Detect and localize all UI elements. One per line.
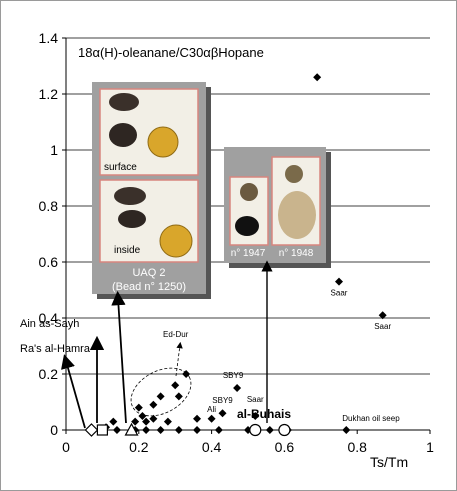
data-point [142, 426, 151, 434]
data-point [131, 417, 140, 426]
data-point [249, 423, 262, 437]
stone-fragment-icon [109, 93, 139, 111]
data-points [84, 73, 387, 437]
y-tick-label: 0.8 [39, 198, 59, 214]
photo-label-bead: (Bead n° 1250) [112, 281, 186, 293]
annotation-ain-as-sayh: Ain as-Sayh [20, 318, 79, 330]
data-point-label: Saar [247, 395, 264, 404]
data-point [149, 400, 158, 409]
annotation-ras-al-hamra: Ra's al-Hamra [20, 343, 91, 355]
data-point [265, 426, 274, 434]
data-point-label: SBY9 [223, 371, 244, 380]
stone-fragment-icon [118, 210, 146, 228]
data-point [218, 409, 227, 418]
sample-icon [240, 183, 258, 201]
data-point [156, 392, 165, 401]
data-point [124, 422, 139, 436]
data-point [163, 417, 172, 426]
data-point [142, 417, 151, 426]
data-point [378, 311, 387, 320]
photo-panel-1947-1948: n° 1947 n° 1948 [224, 147, 331, 268]
data-point-label: Dukhan oil seep [342, 414, 400, 423]
x-tick-label: 0.8 [347, 439, 367, 455]
sample-icon [235, 216, 259, 236]
photo-caption-surface: surface [104, 162, 137, 173]
data-point [134, 403, 143, 412]
data-point-labels: Saar Saar SBY9 SBY9 Saar Ali Dukhan oil seep [207, 289, 400, 423]
x-tick-label: 0.6 [275, 439, 295, 455]
data-point [335, 277, 343, 286]
annotation-al-buhais: al-Buhais [237, 407, 291, 421]
data-point [251, 412, 260, 420]
uaq2-arrow [111, 290, 127, 424]
annotation-ed-dur: Ed-Dur [163, 330, 189, 339]
y-tick-label: 1.2 [39, 86, 59, 102]
data-point [207, 414, 216, 423]
data-point [214, 426, 223, 434]
x-tick-label: 1 [426, 439, 434, 455]
photo-label-1947: n° 1947 [231, 248, 266, 259]
data-point-label: Saar [374, 322, 391, 331]
chart-title: 18α(H)-oleanane/C30αβHopane [78, 45, 264, 60]
data-point [193, 414, 202, 423]
data-point [138, 412, 147, 420]
x-tick-label: 0.2 [129, 439, 149, 455]
photo-caption-inside: inside [114, 245, 141, 256]
photo-label-1948: n° 1948 [279, 248, 314, 259]
ras-al-hamra-arrow [61, 354, 86, 429]
y-tick-label: 1 [50, 142, 58, 158]
data-point [171, 381, 180, 390]
y-tick-label: 0 [50, 422, 58, 438]
x-tick-label: 0 [62, 439, 70, 455]
data-point-label: SBY9 [212, 396, 233, 405]
ed-dur-arrow [175, 341, 183, 377]
y-tick-label: 0.6 [39, 254, 59, 270]
y-tick-labels: 0 0.2 0.4 0.6 0.8 1 1.2 1.4 [39, 30, 59, 438]
coin-icon [159, 224, 193, 258]
data-point [313, 73, 322, 82]
y-tick-label: 0.2 [39, 366, 59, 382]
data-point [174, 426, 183, 434]
data-point [149, 414, 158, 423]
stone-fragment-icon [114, 187, 146, 205]
data-point [174, 392, 183, 401]
data-point-label: Saar [331, 289, 348, 298]
ed-dur-cluster-outline [130, 367, 192, 417]
coin-icon [147, 126, 179, 158]
photo-panel-uaq2: surface inside UAQ 2 (Bead n° 1250) [92, 82, 211, 299]
y-tick-label: 0.4 [39, 310, 59, 326]
x-tick-labels: 0 0.2 0.4 0.6 0.8 1 [62, 439, 434, 455]
data-point [84, 423, 99, 437]
data-point-label: Ali [207, 405, 216, 414]
sample-icon [278, 191, 316, 239]
data-point [193, 426, 202, 434]
data-point [182, 370, 191, 378]
photo-label-uaq2: UAQ 2 [132, 267, 165, 279]
data-point [112, 426, 121, 434]
stone-fragment-icon [109, 123, 137, 147]
data-point [342, 426, 351, 434]
x-axis-label: Ts/Tm [370, 454, 408, 470]
data-point [109, 417, 118, 426]
data-point [233, 384, 242, 392]
y-tick-label: 1.4 [39, 30, 59, 46]
data-point [96, 424, 109, 436]
x-tick-label: 0.4 [202, 439, 222, 455]
data-point [156, 426, 165, 434]
data-point [278, 423, 291, 437]
sample-icon [285, 165, 303, 183]
